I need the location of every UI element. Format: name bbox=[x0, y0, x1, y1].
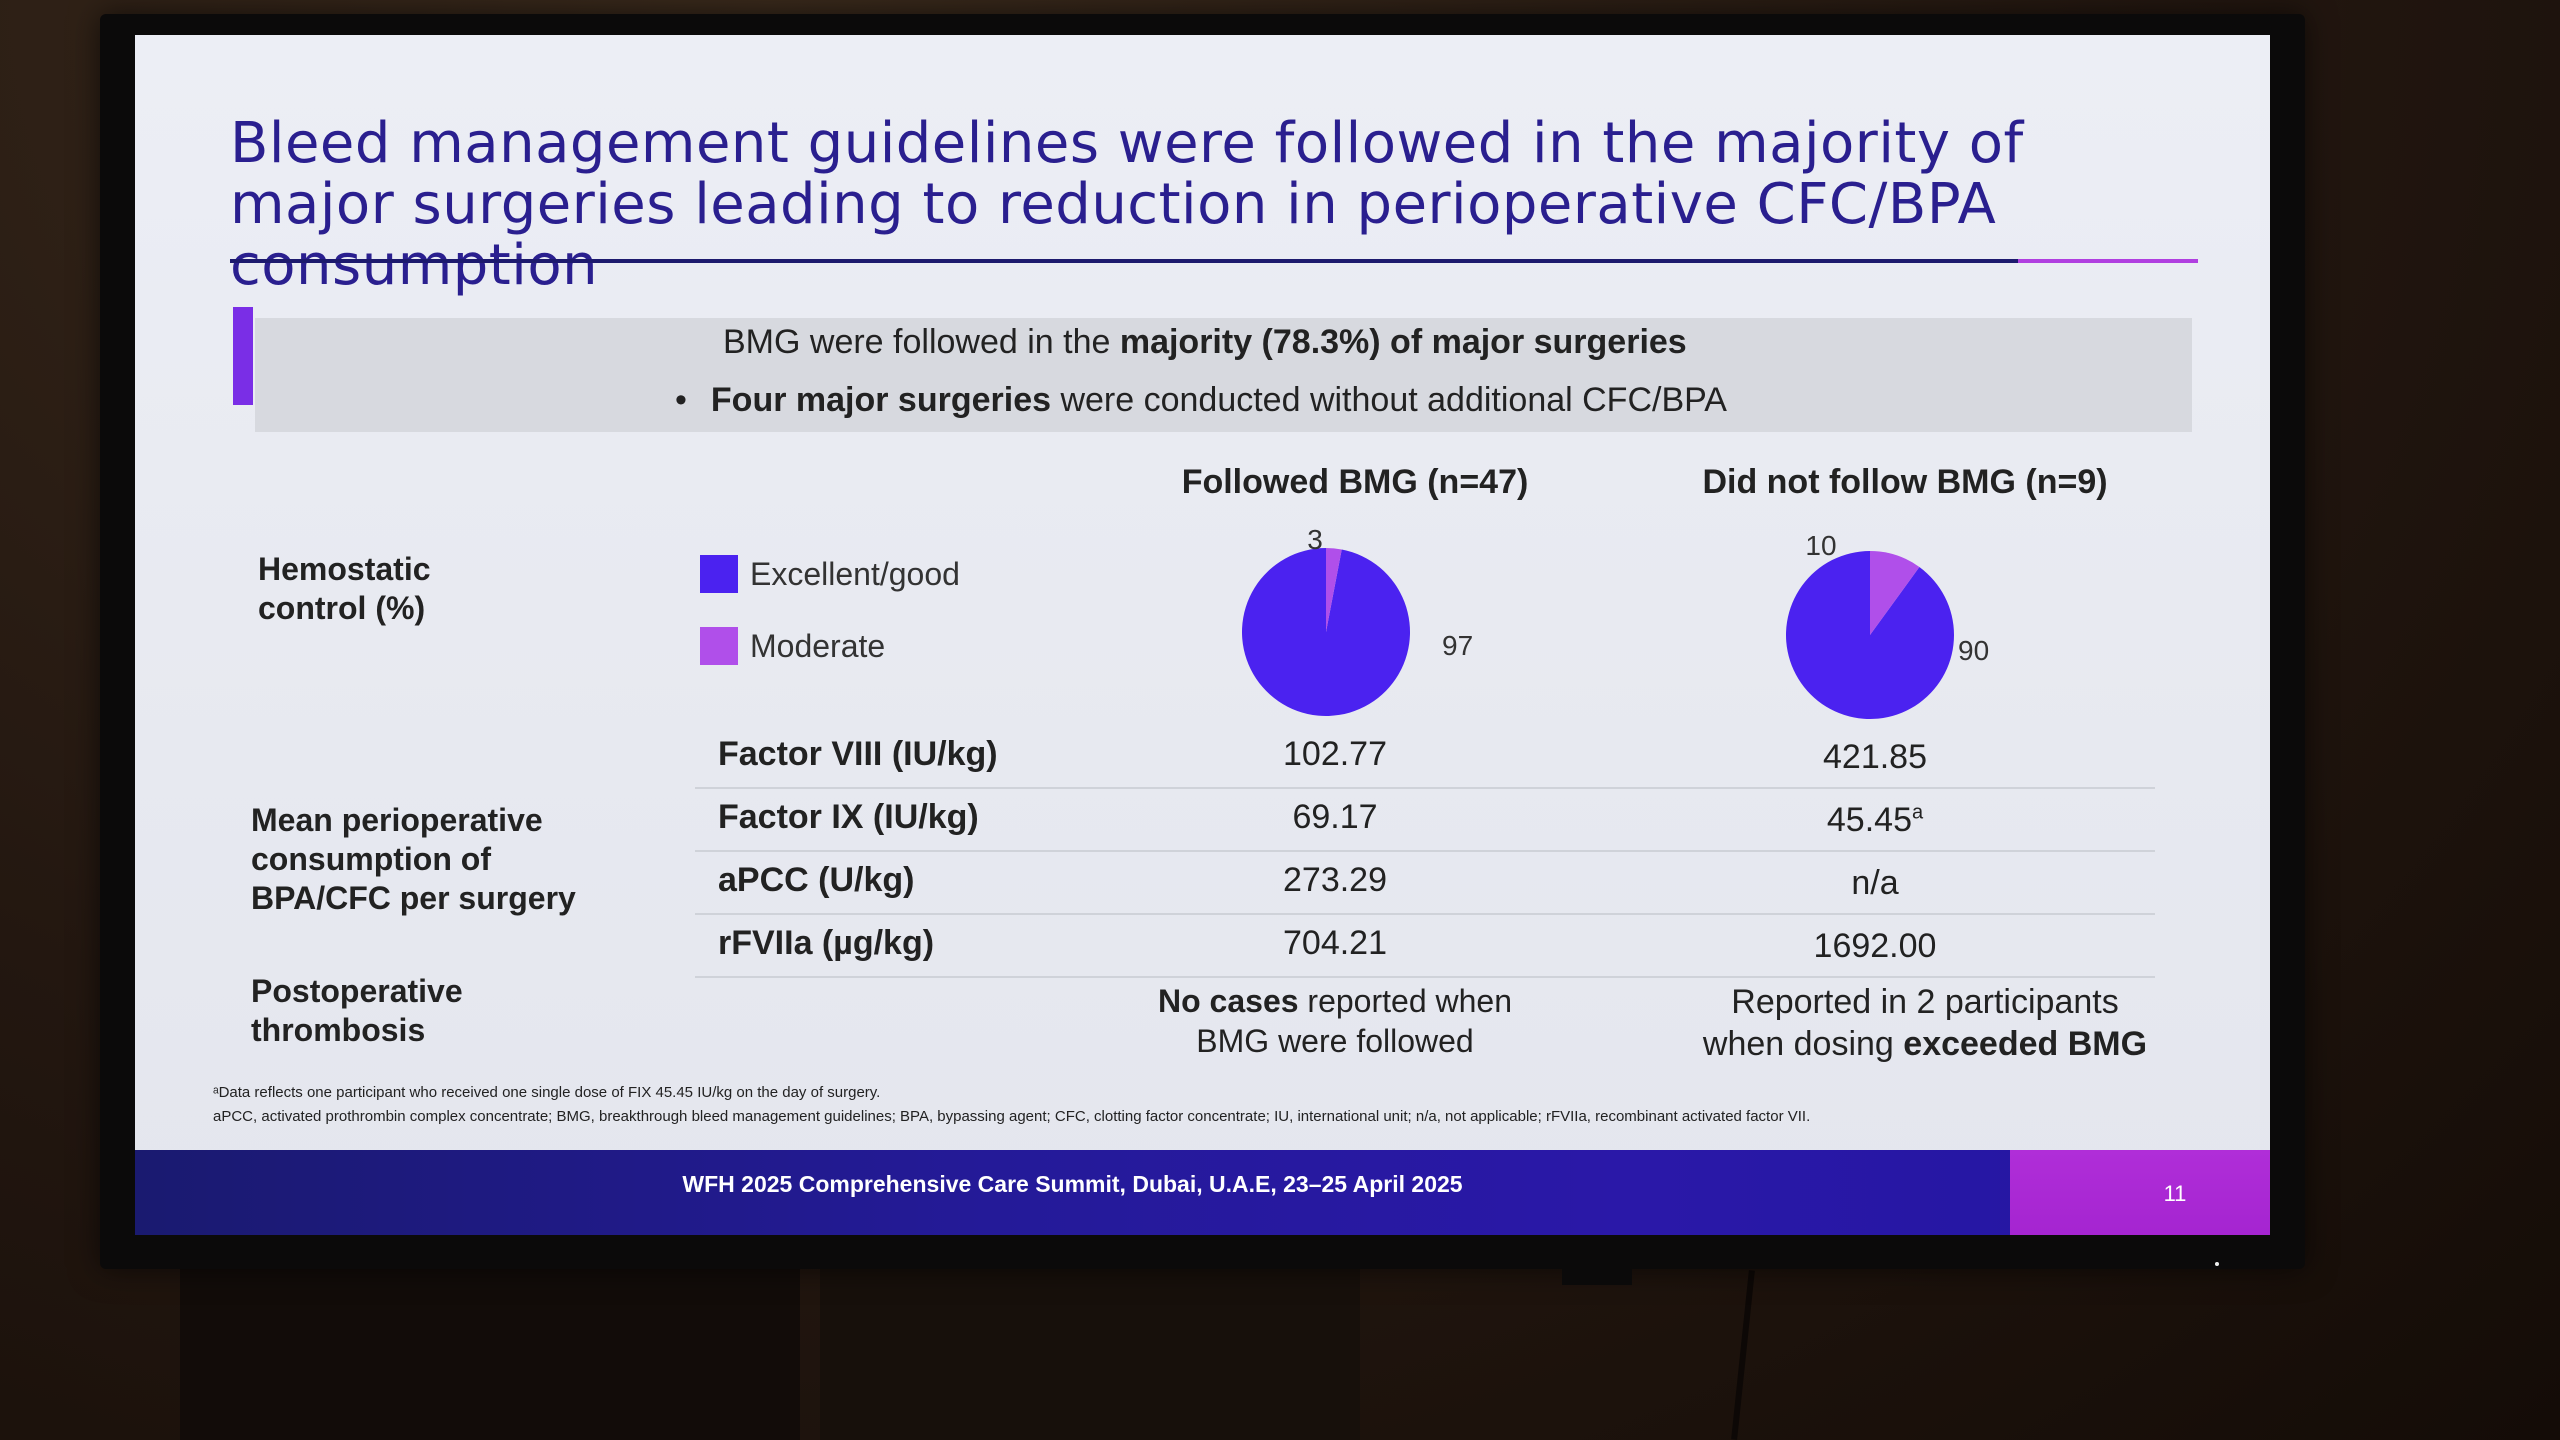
title-rule bbox=[230, 259, 2018, 263]
callout-line-2: • Four major surgeries were conducted wit… bbox=[675, 381, 1727, 420]
thrombosis-not-followed-bold: exceeded BMG bbox=[1903, 1025, 2148, 1063]
bullet-dot: • bbox=[675, 381, 687, 419]
row-rule-1 bbox=[695, 787, 2155, 789]
value-followed-factor-viii: 102.77 bbox=[1283, 735, 1387, 773]
value-not-followed-factor-ix: 45.45a bbox=[1725, 801, 2025, 840]
value-followed-rfviia: 704.21 bbox=[1283, 924, 1387, 962]
metric-label-rfviia: rFVIIa (µg/kg) bbox=[718, 924, 935, 962]
pie-followed-label-excellent: 97 bbox=[1442, 630, 1473, 661]
value-not-followed-factor-viii: 421.85 bbox=[1823, 738, 1927, 776]
footnote-abbreviations: aPCC, activated prothrombin complex conc… bbox=[213, 1108, 1811, 1125]
tv-stand-right bbox=[820, 1255, 1360, 1440]
value-followed-factor-ix: 69.17 bbox=[1292, 798, 1378, 836]
callout-line-1: BMG were followed in the majority (78.3%… bbox=[723, 323, 1687, 362]
title-rule-accent bbox=[2018, 259, 2198, 263]
pie-followed-slice-moderate bbox=[1326, 548, 1342, 632]
thrombosis-followed-rest-1: reported when bbox=[1298, 983, 1512, 1019]
row-rule-3 bbox=[695, 913, 2155, 915]
legend-item-excellent: Excellent/good bbox=[700, 555, 960, 593]
callout-line-1-bold: majority (78.3%) of major surgeries bbox=[1119, 323, 1687, 361]
tv-stand-left bbox=[180, 1255, 800, 1440]
metric-label-factor-viii: Factor VIII (IU/kg) bbox=[718, 735, 998, 773]
row-label-consumption: Mean perioperative consumption of BPA/CF… bbox=[251, 802, 576, 916]
value-not-followed-factor-ix-number: 45.45 bbox=[1826, 801, 1912, 839]
hemostatic-pie-charts: 97 3 90 10 bbox=[1242, 524, 1989, 719]
page-number-box bbox=[2010, 1150, 2270, 1235]
row-rule-2 bbox=[695, 850, 2155, 852]
callout-accent-bar bbox=[233, 307, 253, 405]
legend-label-excellent: Excellent/good bbox=[750, 555, 960, 592]
slide-screen: Bleed management guidelines were followe… bbox=[135, 35, 2270, 1235]
page-number: 11 bbox=[2163, 1181, 2187, 1206]
row-label-thrombosis: Postoperative thrombosis bbox=[251, 973, 463, 1048]
value-not-followed-rfviia: 1692.00 bbox=[1813, 927, 1937, 965]
callout-box bbox=[255, 318, 2192, 432]
value-not-followed-apcc: n/a bbox=[1851, 864, 1899, 902]
metric-label-apcc: aPCC (U/kg) bbox=[718, 861, 915, 899]
callout-line-2-suffix: were conducted without additional CFC/BP… bbox=[1051, 381, 1727, 419]
pie-not-followed-slice-excellent bbox=[1785, 551, 1954, 719]
thrombosis-followed-bold: No cases bbox=[1158, 983, 1299, 1019]
thrombosis-followed: No cases reported when BMG were followed bbox=[1135, 981, 1535, 1061]
footer-event: WFH 2025 Comprehensive Care Summit, Duba… bbox=[682, 1171, 1463, 1197]
tv-cable bbox=[1731, 1270, 1755, 1440]
pie-followed-label-moderate: 3 bbox=[1307, 524, 1323, 555]
slide-title: Bleed management guidelines were followe… bbox=[230, 111, 2024, 298]
footnote-marker-a: a bbox=[1911, 801, 1924, 824]
thrombosis-not-followed-line-1: Reported in 2 participants bbox=[1731, 983, 2119, 1021]
pie-not-followed-slice-moderate bbox=[1870, 551, 1920, 635]
pie-followed-slice-excellent bbox=[1242, 548, 1411, 717]
pie-not-followed-label-excellent: 90 bbox=[1958, 635, 1989, 666]
callout-line-1-prefix: BMG were followed in the bbox=[723, 323, 1120, 361]
thrombosis-not-followed: Reported in 2 participants when dosing e… bbox=[1675, 981, 2175, 1065]
legend-label-moderate: Moderate bbox=[750, 627, 886, 664]
tv-power-led bbox=[2215, 1262, 2219, 1266]
callout-line-2-bold: Four major surgeries bbox=[710, 381, 1052, 419]
legend-swatch-excellent bbox=[700, 555, 738, 593]
value-followed-apcc: 273.29 bbox=[1283, 861, 1387, 899]
thrombosis-followed-rest-2: BMG were followed bbox=[1196, 1023, 1474, 1059]
footer-band bbox=[135, 1150, 2270, 1235]
tv-notch bbox=[1562, 1269, 1632, 1285]
metric-label-factor-ix: Factor IX (IU/kg) bbox=[718, 798, 979, 836]
row-rule-4 bbox=[695, 976, 2155, 978]
column-header-not-followed: Did not follow BMG (n=9) bbox=[1702, 463, 2108, 501]
column-header-followed: Followed BMG (n=47) bbox=[1181, 463, 1529, 501]
legend-item-moderate: Moderate bbox=[700, 627, 885, 665]
thrombosis-not-followed-prefix: when dosing bbox=[1702, 1025, 1904, 1063]
footnote-a: ᵃData reflects one participant who recei… bbox=[213, 1084, 881, 1101]
legend-swatch-moderate bbox=[700, 627, 738, 665]
row-label-hemostatic: Hemostatic control (%) bbox=[258, 551, 431, 626]
pie-not-followed-label-moderate: 10 bbox=[1805, 530, 1836, 561]
